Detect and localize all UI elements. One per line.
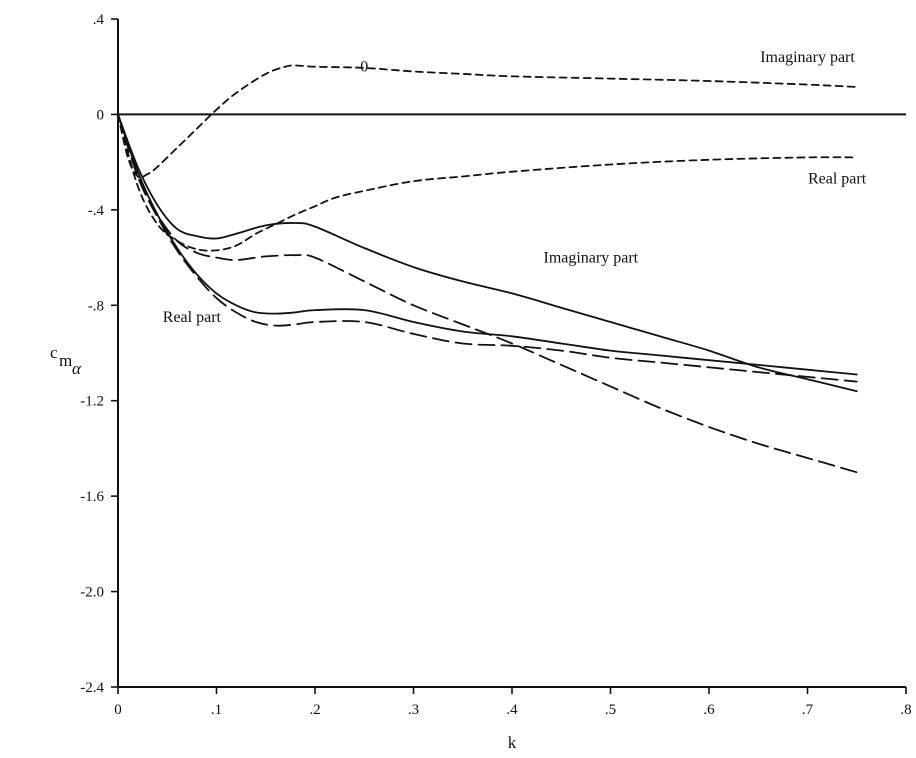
series-line-1 <box>117 113 858 393</box>
y-tick-label: 0 <box>97 107 105 123</box>
annotation-1: Imaginary part <box>760 49 855 66</box>
curves <box>117 64 858 474</box>
y-axis-label-main: c <box>50 343 58 362</box>
series-line-3 <box>117 113 858 474</box>
y-tick-label: .4 <box>93 12 105 28</box>
y-tick-label: -2.4 <box>80 680 104 696</box>
annotation-3: Imaginary part <box>543 249 638 266</box>
x-tick-label: .4 <box>506 702 518 718</box>
labels: .4 0 -.4 -.8 -1.2 -1.6 -2.0 -2.4 0 .1 .2 .3 .4 .5 .6 .7… <box>50 12 912 752</box>
y-axis-label-sub: m <box>59 351 72 370</box>
x-tick-label: .1 <box>211 702 222 718</box>
series-line-6 <box>117 113 858 252</box>
y-tick-label: -.8 <box>88 298 104 314</box>
axes <box>111 18 907 694</box>
series-line-2 <box>117 113 858 376</box>
series-line-5 <box>117 64 858 179</box>
x-tick-label: .7 <box>802 702 814 718</box>
y-tick-label: -1.6 <box>80 489 104 505</box>
series-line-4 <box>117 113 858 383</box>
annotation-5: 0 <box>360 58 368 75</box>
x-tick-label: .5 <box>605 702 616 718</box>
x-tick-label: .2 <box>309 702 320 718</box>
annotation-4: Real part <box>163 309 222 326</box>
y-tick-label: -2.0 <box>80 585 104 601</box>
x-tick-label: .8 <box>900 702 911 718</box>
y-axis-label-subsub: α <box>72 359 82 378</box>
x-tick-label: .3 <box>408 702 419 718</box>
x-tick-label: .6 <box>703 702 715 718</box>
y-tick-label: -.4 <box>88 203 105 219</box>
annotation-2: Real part <box>808 171 867 188</box>
x-axis-label: k <box>508 733 517 752</box>
y-tick-label: -1.2 <box>80 394 104 410</box>
x-tick-label: 0 <box>114 702 122 718</box>
